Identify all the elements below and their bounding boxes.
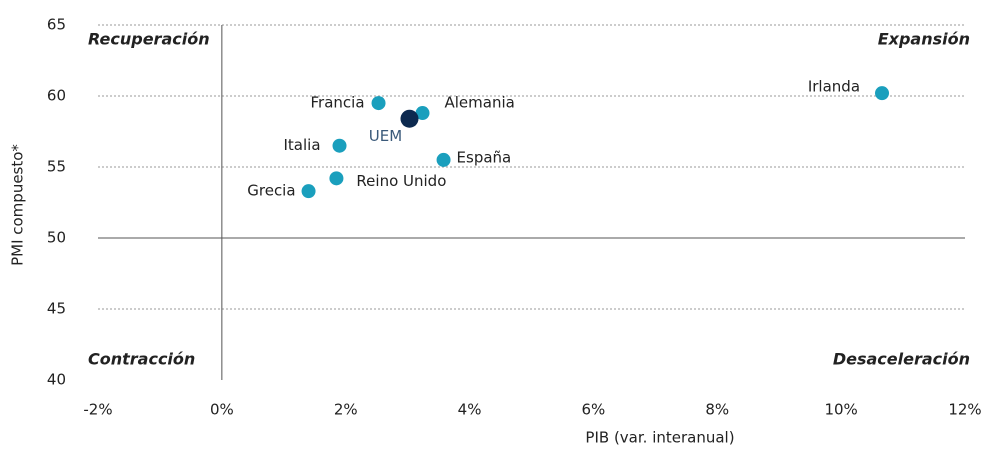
quadrant-label: Desaceleración <box>833 350 970 369</box>
quadrant-label: Contracción <box>88 350 195 369</box>
x-tick-label: 8% <box>705 401 729 419</box>
point <box>329 171 344 186</box>
point-label: España <box>457 148 512 166</box>
x-tick-label: -2% <box>83 401 112 419</box>
y-tick-label: 40 <box>47 371 66 389</box>
quadrant-label: Recuperación <box>88 30 210 49</box>
point <box>875 86 890 101</box>
point-label: Irlanda <box>808 78 860 96</box>
point-label: Alemania <box>445 94 515 112</box>
y-tick-label: 60 <box>47 87 66 105</box>
x-axis-title: PIB (var. interanual) <box>585 429 734 447</box>
x-tick-label: 6% <box>582 401 606 419</box>
point-label: Francia <box>311 94 365 112</box>
y-axis-title: PMI compuesto* <box>9 144 27 266</box>
x-tick-label: 0% <box>210 401 234 419</box>
x-tick-label: 12% <box>948 401 981 419</box>
x-tick-label: 2% <box>334 401 358 419</box>
quadrant-label: Expansión <box>878 30 970 49</box>
point <box>415 106 430 121</box>
y-tick-label: 55 <box>47 158 66 176</box>
point-label: Grecia <box>247 182 295 200</box>
point <box>371 96 386 111</box>
point <box>400 109 419 128</box>
point-label: UEM <box>369 127 402 145</box>
point-label: Italia <box>283 136 320 154</box>
point <box>436 152 451 167</box>
y-tick-label: 50 <box>47 229 66 247</box>
point <box>332 138 347 153</box>
y-tick-label: 65 <box>47 16 66 34</box>
x-tick-label: 10% <box>824 401 857 419</box>
x-tick-label: 4% <box>458 401 482 419</box>
point <box>301 184 316 199</box>
y-tick-label: 45 <box>47 300 66 318</box>
point-label: Reino Unido <box>356 172 446 190</box>
